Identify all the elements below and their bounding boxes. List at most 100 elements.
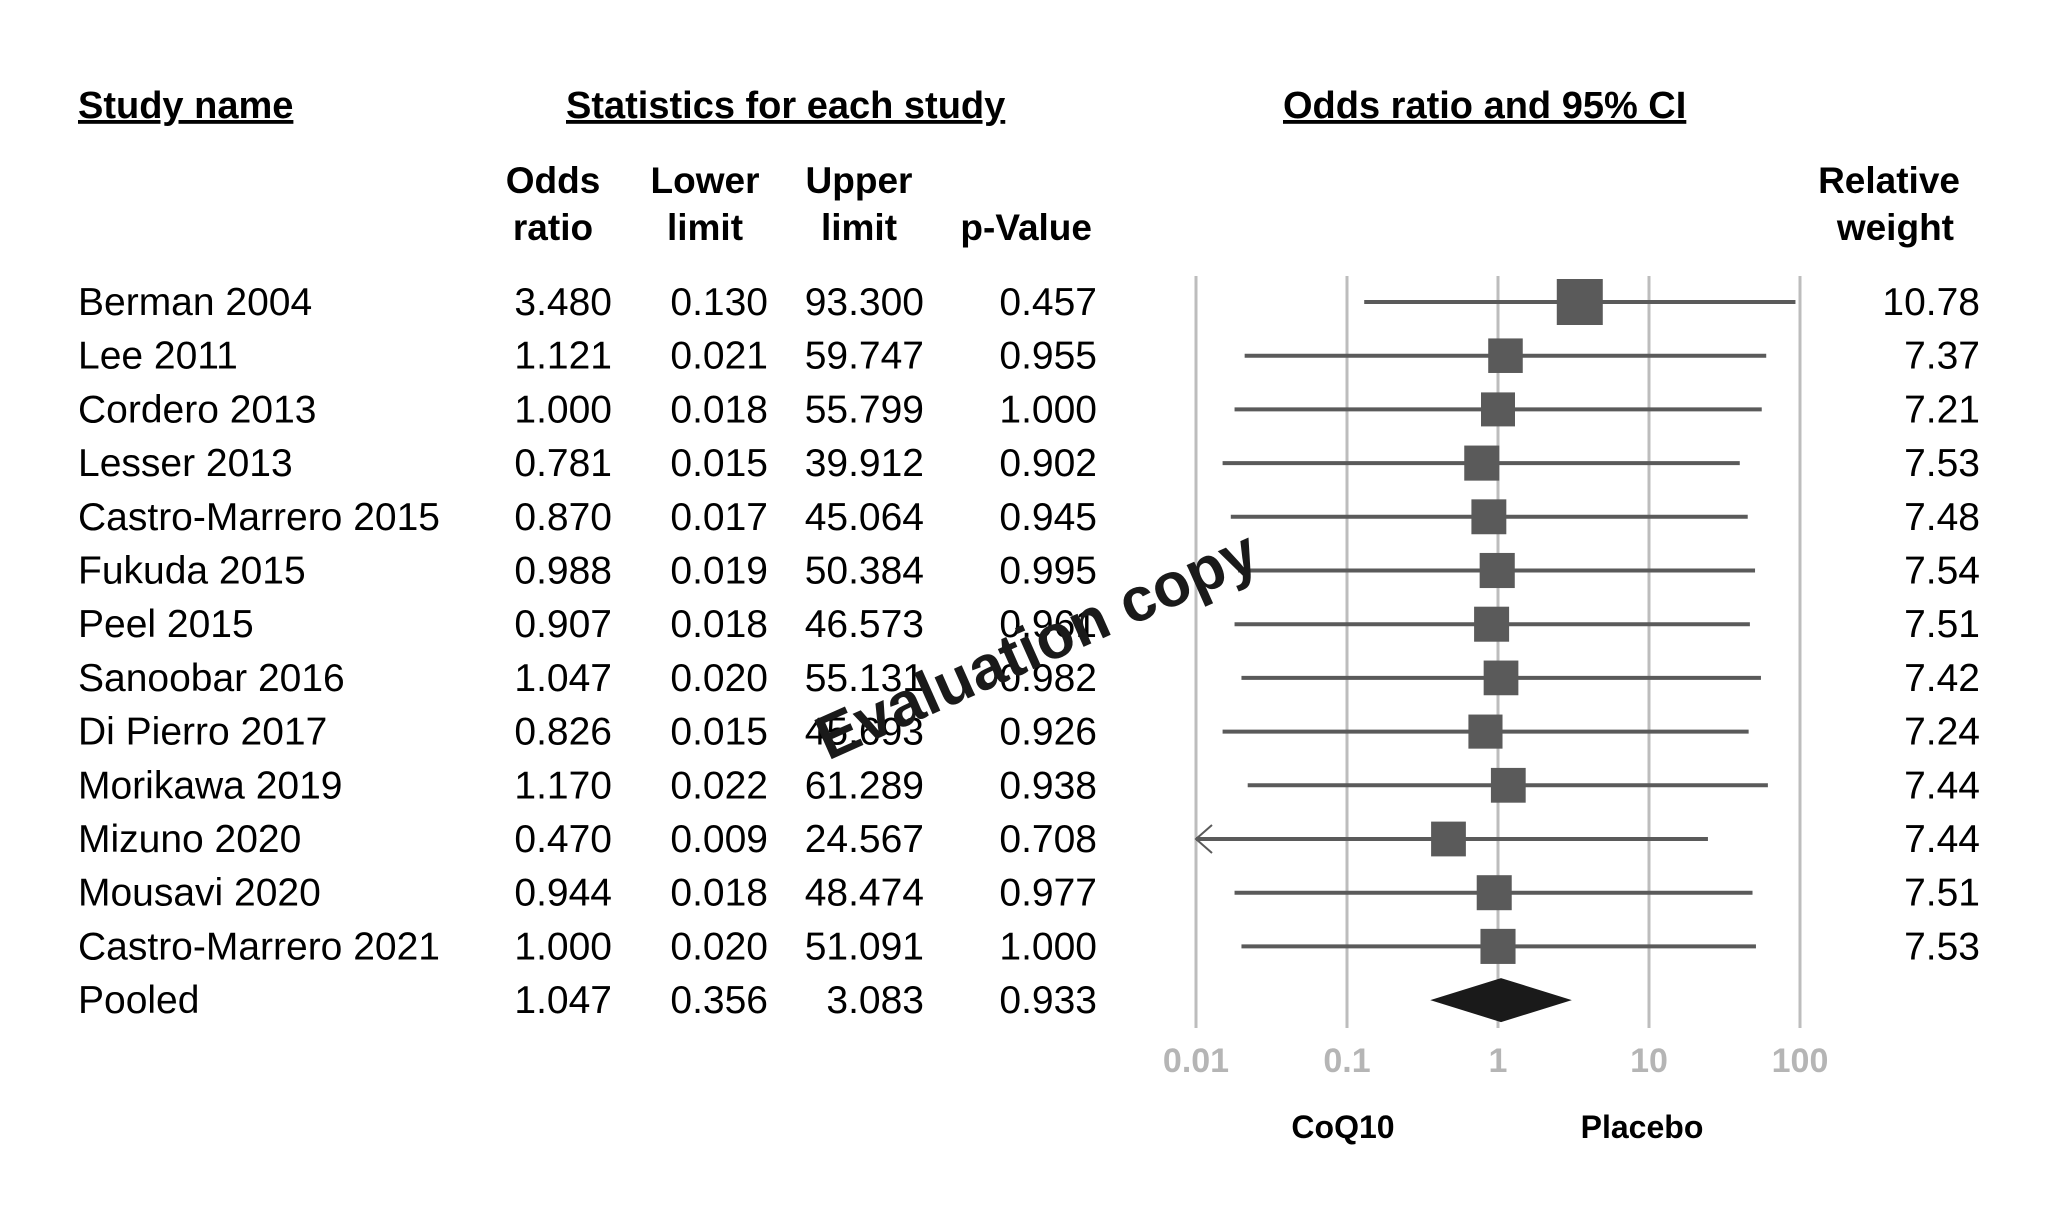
odds-ratio-cell: 0.944	[514, 872, 612, 915]
odds-ratio-cell: 0.826	[514, 711, 612, 754]
p-value-cell: 0.457	[999, 281, 1097, 324]
pooled-lower-limit-cell: 0.356	[670, 979, 768, 1022]
x-tick-label: 1	[1489, 1042, 1508, 1080]
upper-limit-cell: 45.693	[805, 711, 924, 754]
upper-limit-cell: 51.091	[805, 925, 924, 968]
relative-weight-cell: 7.54	[1904, 550, 1980, 593]
odds-ratio-cell: 0.781	[514, 442, 612, 485]
lower-limit-cell: 0.130	[670, 281, 768, 324]
study-marker	[1483, 660, 1519, 696]
lower-limit-cell: 0.018	[670, 872, 768, 915]
study-marker	[1556, 279, 1603, 325]
upper-limit-cell: 24.567	[805, 818, 924, 861]
upper-limit-cell: 46.573	[805, 603, 924, 646]
relative-weight-cell: 7.48	[1904, 496, 1980, 539]
upper-limit-cell: 48.474	[805, 872, 924, 915]
study-marker	[1479, 552, 1515, 589]
odds-ratio-cell: 0.870	[514, 496, 612, 539]
study-marker	[1488, 338, 1523, 373]
study-marker	[1480, 928, 1516, 964]
study-name-cell: Castro-Marrero 2015	[78, 496, 440, 539]
lower-limit-cell: 0.018	[670, 603, 768, 646]
upper-limit-cell: 50.384	[805, 550, 924, 593]
x-tick-label: 0.01	[1163, 1042, 1229, 1080]
pooled-upper-limit-cell: 3.083	[826, 979, 924, 1022]
p-value-cell: 0.977	[999, 872, 1097, 915]
study-name-cell: Sanoobar 2016	[78, 657, 345, 700]
study-marker	[1431, 821, 1466, 857]
statistics-header: Statistics for each study	[566, 85, 1005, 127]
relative-weight-cell: 7.53	[1904, 925, 1980, 968]
relative-weight-cell: 7.42	[1904, 657, 1980, 700]
lower-limit-cell: 0.021	[670, 335, 768, 378]
odds-ratio-cell: 1.000	[514, 388, 612, 431]
lower-limit-cell: 0.020	[670, 657, 768, 700]
study-name-cell: Di Pierro 2017	[78, 711, 327, 754]
ci-arrow	[1194, 824, 1213, 854]
relative-weight-cell: 10.78	[1882, 281, 1980, 324]
pooled-name-cell: Pooled	[78, 979, 199, 1022]
relative-weight-cell: 7.51	[1904, 872, 1980, 915]
study-marker	[1474, 606, 1510, 642]
upper-limit-cell: 39.912	[805, 442, 924, 485]
study-name-cell: Berman 2004	[78, 281, 312, 324]
pooled-p-value-cell: 0.933	[999, 979, 1097, 1022]
study-name-cell: Mizuno 2020	[78, 818, 301, 861]
study-name-cell: Castro-Marrero 2021	[78, 925, 440, 968]
study-name-cell: Peel 2015	[78, 603, 254, 646]
odds-ratio-cell: 1.047	[514, 657, 612, 700]
study-name-cell: Mousavi 2020	[78, 872, 321, 915]
p-value-cell: 0.955	[999, 335, 1097, 378]
p-value-cell: 0.902	[999, 442, 1097, 485]
relative-weight-cell: 7.53	[1904, 442, 1980, 485]
study-marker	[1464, 445, 1500, 481]
study-name-cell: Lesser 2013	[78, 442, 293, 485]
odds-ratio-cell: 0.907	[514, 603, 612, 646]
lower-limit-cell: 0.018	[670, 388, 768, 431]
upper-limit-cell: 55.799	[805, 388, 924, 431]
lower-limit-cell: 0.022	[670, 764, 768, 807]
odds-ratio-cell: 0.988	[514, 550, 612, 593]
study-rows: Berman 2004 3.480 0.130 93.300 0.457 10.78 Lee…	[78, 281, 1980, 1022]
odds-ratio-cell: 1.121	[514, 335, 612, 378]
pooled-diamond	[1430, 978, 1572, 1023]
p-value-cell: 1.000	[999, 925, 1097, 968]
study-marker	[1490, 767, 1526, 803]
odds-ratio-col-header-line1: Odds	[506, 160, 601, 201]
lower-limit-cell: 0.015	[670, 711, 768, 754]
lower-limit-cell: 0.020	[670, 925, 768, 968]
relative-weight-cell: 7.44	[1904, 818, 1980, 861]
relative-weight-cell: 7.44	[1904, 764, 1980, 807]
study-name-cell: Cordero 2013	[78, 388, 317, 431]
plot-header: Odds ratio and 95% CI	[1283, 85, 1686, 127]
gridlines	[1194, 276, 1802, 1028]
x-tick-label: 10	[1630, 1042, 1668, 1080]
upper-limit-cell: 59.747	[805, 335, 924, 378]
p-value-cell: 0.982	[999, 657, 1097, 700]
x-tick-label: 100	[1772, 1042, 1829, 1080]
lower-limit-col-header-line1: Lower	[651, 160, 760, 201]
study-name-cell: Fukuda 2015	[78, 550, 306, 593]
odds-ratio-col-header-line2: ratio	[513, 207, 593, 248]
upper-limit-cell: 55.131	[805, 657, 924, 700]
upper-limit-cell: 61.289	[805, 764, 924, 807]
relative-weight-col-header-line2: weight	[1836, 207, 1954, 248]
favours-left-label: CoQ10	[1291, 1109, 1394, 1145]
lower-limit-cell: 0.017	[670, 496, 768, 539]
upper-limit-col-header-line2: limit	[821, 207, 897, 248]
relative-weight-col-header-line1: Relative	[1818, 160, 1960, 201]
pooled-odds-ratio-cell: 1.047	[514, 979, 612, 1022]
study-marker	[1476, 875, 1512, 911]
study-marker	[1471, 499, 1507, 535]
lower-limit-cell: 0.009	[670, 818, 768, 861]
upper-limit-cell: 45.064	[805, 496, 924, 539]
favours-right-label: Placebo	[1581, 1109, 1704, 1145]
upper-limit-cell: 93.300	[805, 281, 924, 324]
relative-weight-cell: 7.24	[1904, 711, 1980, 754]
study-name-header: Study name	[78, 85, 293, 127]
p-value-cell: 0.938	[999, 764, 1097, 807]
study-marker	[1468, 714, 1503, 749]
p-value-cell: 0.995	[999, 550, 1097, 593]
forest-markers	[1194, 279, 1796, 1023]
